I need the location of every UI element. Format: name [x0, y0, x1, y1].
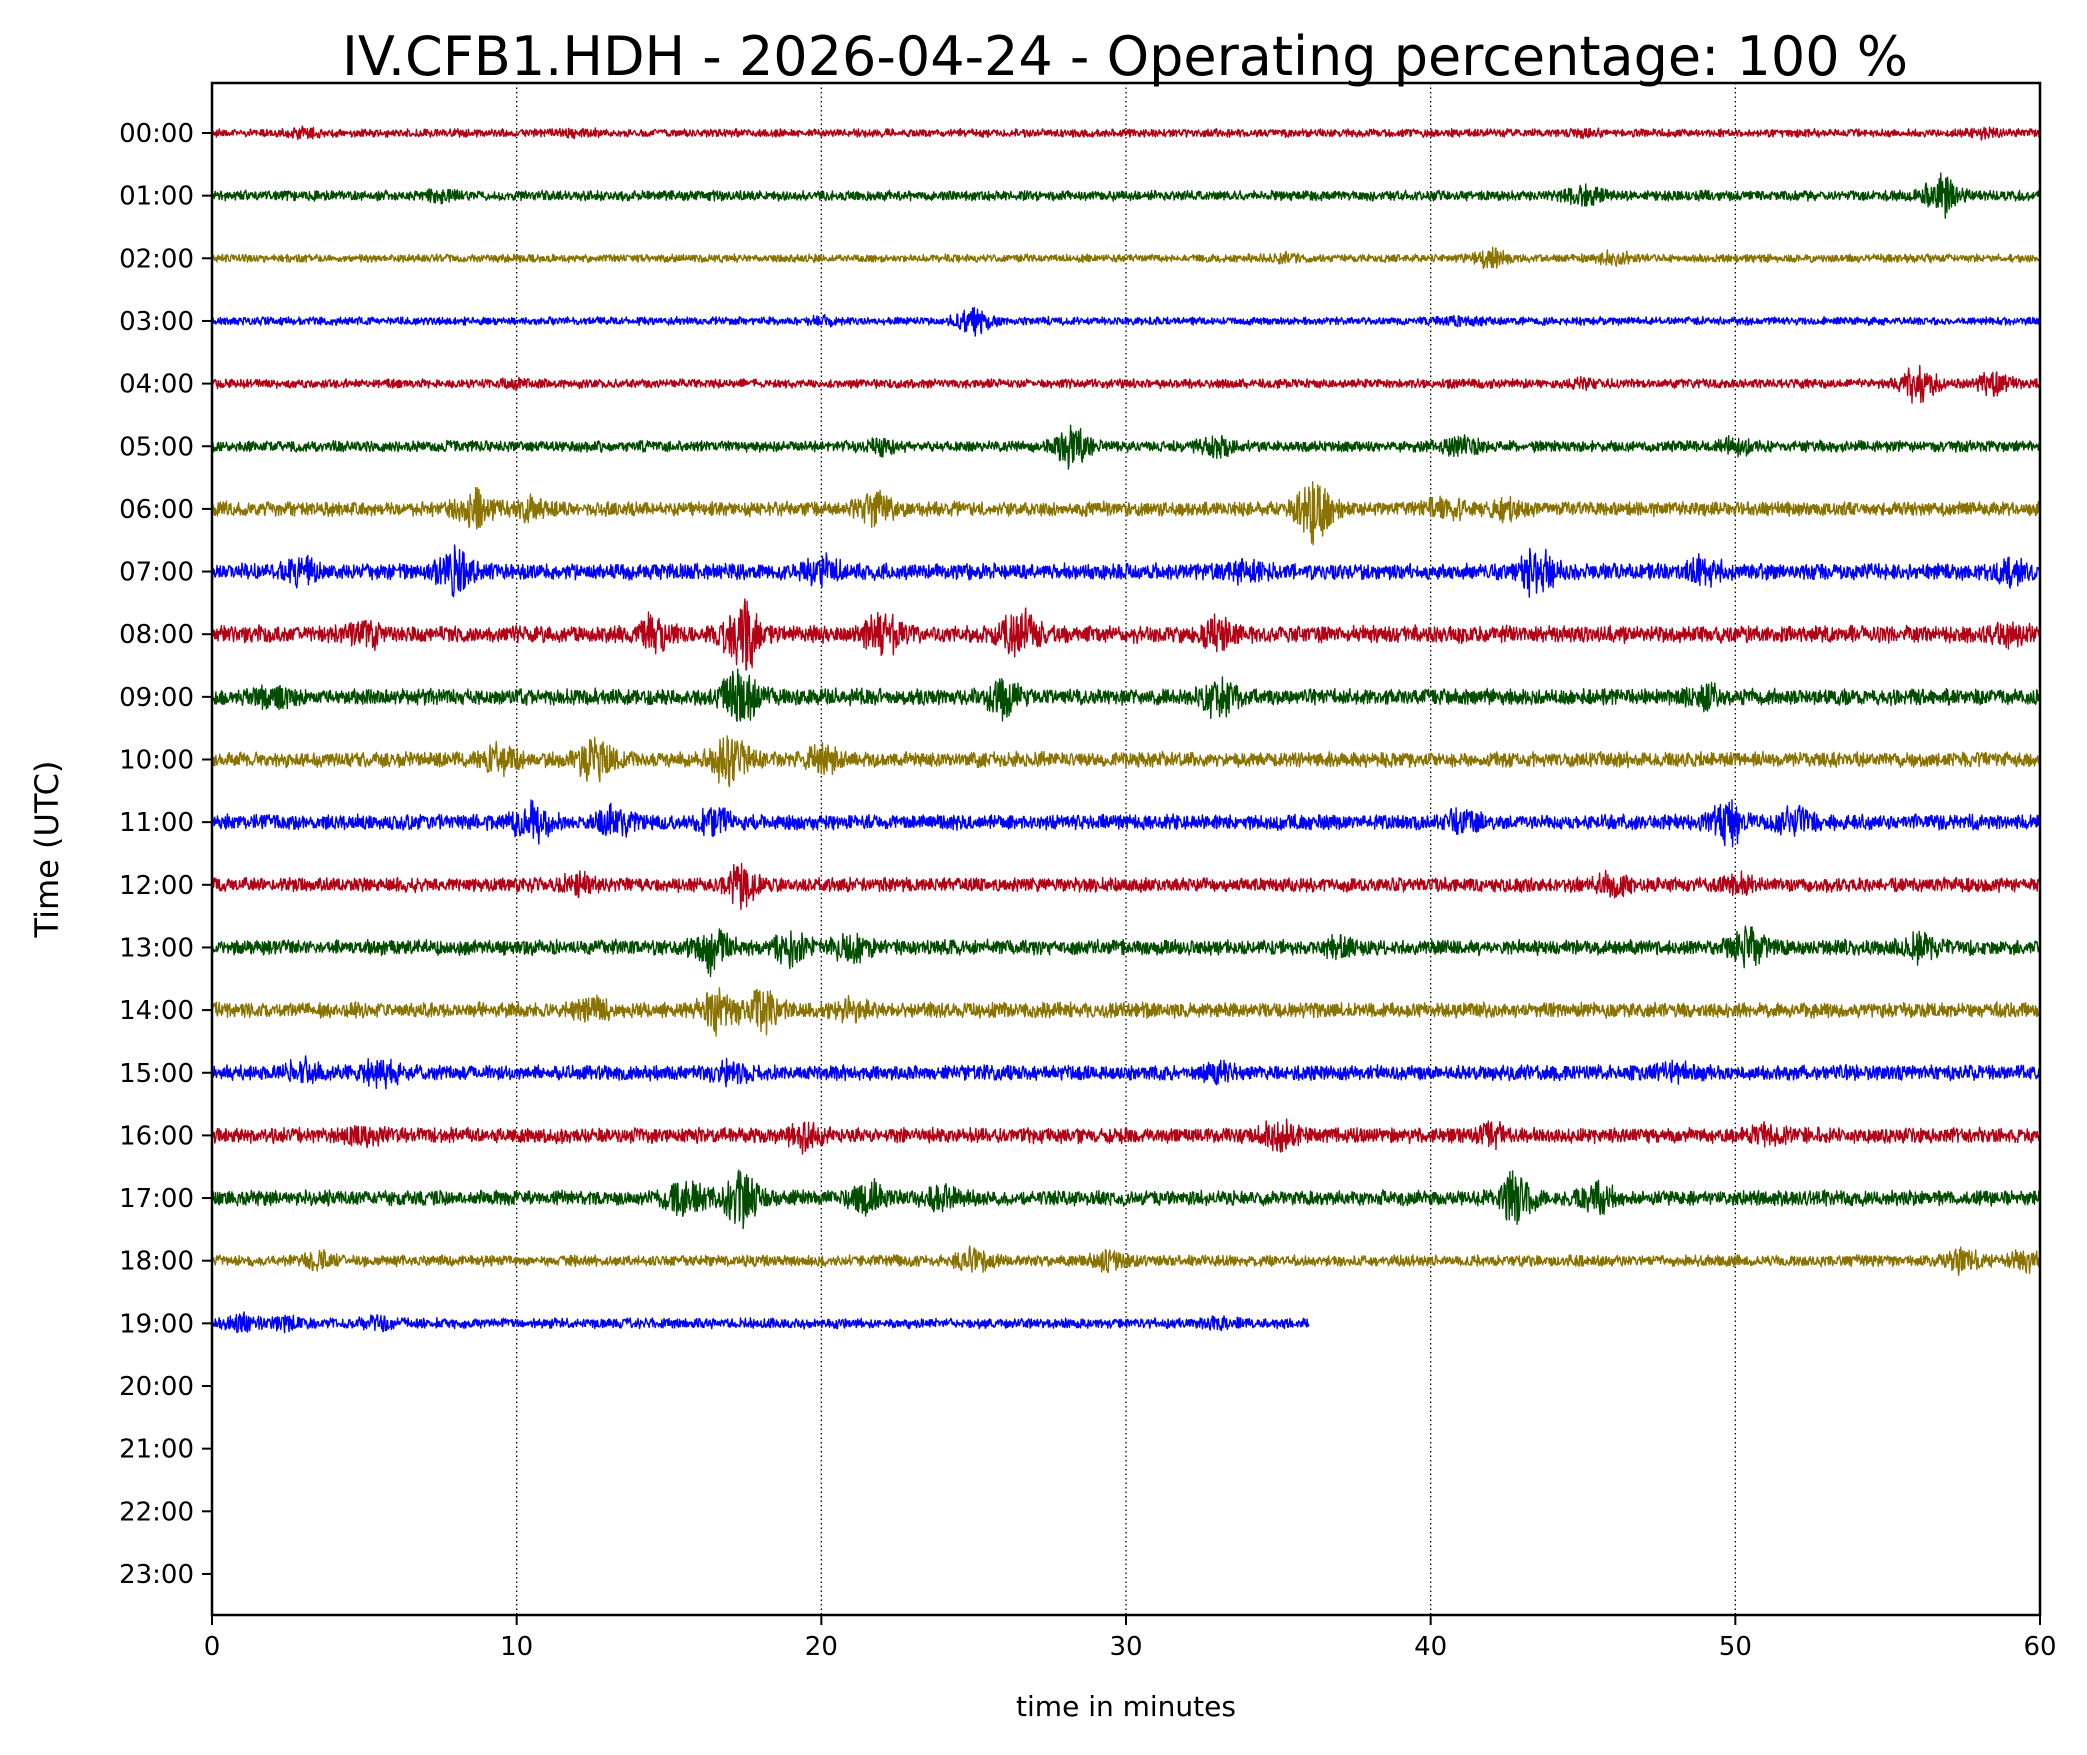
- y-tick-label: 15:00: [119, 1059, 194, 1089]
- y-tick-label: 02:00: [119, 244, 194, 274]
- x-tick-label: 0: [204, 1632, 221, 1662]
- y-tick-label: 17:00: [119, 1184, 194, 1214]
- y-tick-label: 19:00: [119, 1309, 194, 1339]
- y-tick-label: 05:00: [119, 432, 194, 462]
- chart-title: IV.CFB1.HDH - 2026-04-24 - Operating per…: [342, 25, 1908, 88]
- y-tick-label: 00:00: [119, 119, 194, 149]
- trace-1700: [211, 1169, 2041, 1230]
- trace-1800: [211, 1245, 2041, 1276]
- y-axis-ticks: 00:00 01:00 02:00 03:00 04:00 05:00 06:00 07:00…: [119, 119, 212, 1590]
- vertical-grid: [516, 83, 1736, 1615]
- trace-1500: [211, 1055, 2041, 1090]
- y-tick-label: 23:00: [119, 1560, 194, 1590]
- trace-0800: [211, 598, 2041, 671]
- trace-0100: [211, 172, 2041, 219]
- x-tick-label: 50: [1719, 1632, 1752, 1662]
- x-tick-label: 40: [1414, 1632, 1447, 1662]
- trace-0300: [211, 306, 2041, 337]
- x-tick-label: 10: [500, 1632, 533, 1662]
- trace-1600: [211, 1118, 2041, 1155]
- y-tick-label: 03:00: [119, 307, 194, 337]
- trace-0200: [211, 246, 2041, 270]
- trace-0500: [211, 424, 2041, 470]
- trace-0600: [211, 481, 2041, 546]
- trace-group: [211, 125, 2041, 1334]
- y-tick-label: 10:00: [119, 746, 194, 776]
- trace-1900: [211, 1311, 1310, 1334]
- y-tick-label: 07:00: [119, 558, 194, 588]
- x-axis-ticks: 0 10 20 30 40 50 60: [204, 1615, 2057, 1662]
- x-tick-label: 60: [2023, 1632, 2056, 1662]
- trace-1100: [211, 799, 2041, 848]
- y-tick-label: 11:00: [119, 808, 194, 838]
- y-tick-label: 12:00: [119, 871, 194, 901]
- y-tick-label: 06:00: [119, 495, 194, 525]
- x-tick-label: 30: [1109, 1632, 1142, 1662]
- trace-0000: [211, 125, 2041, 141]
- x-axis-label: time in minutes: [1016, 1690, 1236, 1723]
- trace-1400: [211, 987, 2041, 1037]
- y-axis-label: Time (UTC): [28, 761, 66, 939]
- y-tick-label: 08:00: [119, 620, 194, 650]
- y-tick-label: 16:00: [119, 1121, 194, 1151]
- y-tick-label: 09:00: [119, 683, 194, 713]
- trace-0900: [211, 668, 2041, 722]
- trace-1000: [211, 735, 2041, 788]
- trace-0700: [211, 544, 2041, 598]
- y-tick-label: 22:00: [119, 1497, 194, 1527]
- y-tick-label: 13:00: [119, 933, 194, 963]
- y-tick-label: 21:00: [119, 1435, 194, 1465]
- y-tick-label: 14:00: [119, 996, 194, 1026]
- trace-1300: [211, 925, 2041, 978]
- y-tick-label: 01:00: [119, 182, 194, 212]
- y-tick-label: 04:00: [119, 370, 194, 400]
- trace-0400: [211, 364, 2041, 404]
- y-tick-label: 20:00: [119, 1372, 194, 1402]
- y-tick-label: 18:00: [119, 1247, 194, 1277]
- x-tick-label: 20: [805, 1632, 838, 1662]
- trace-1200: [211, 862, 2041, 910]
